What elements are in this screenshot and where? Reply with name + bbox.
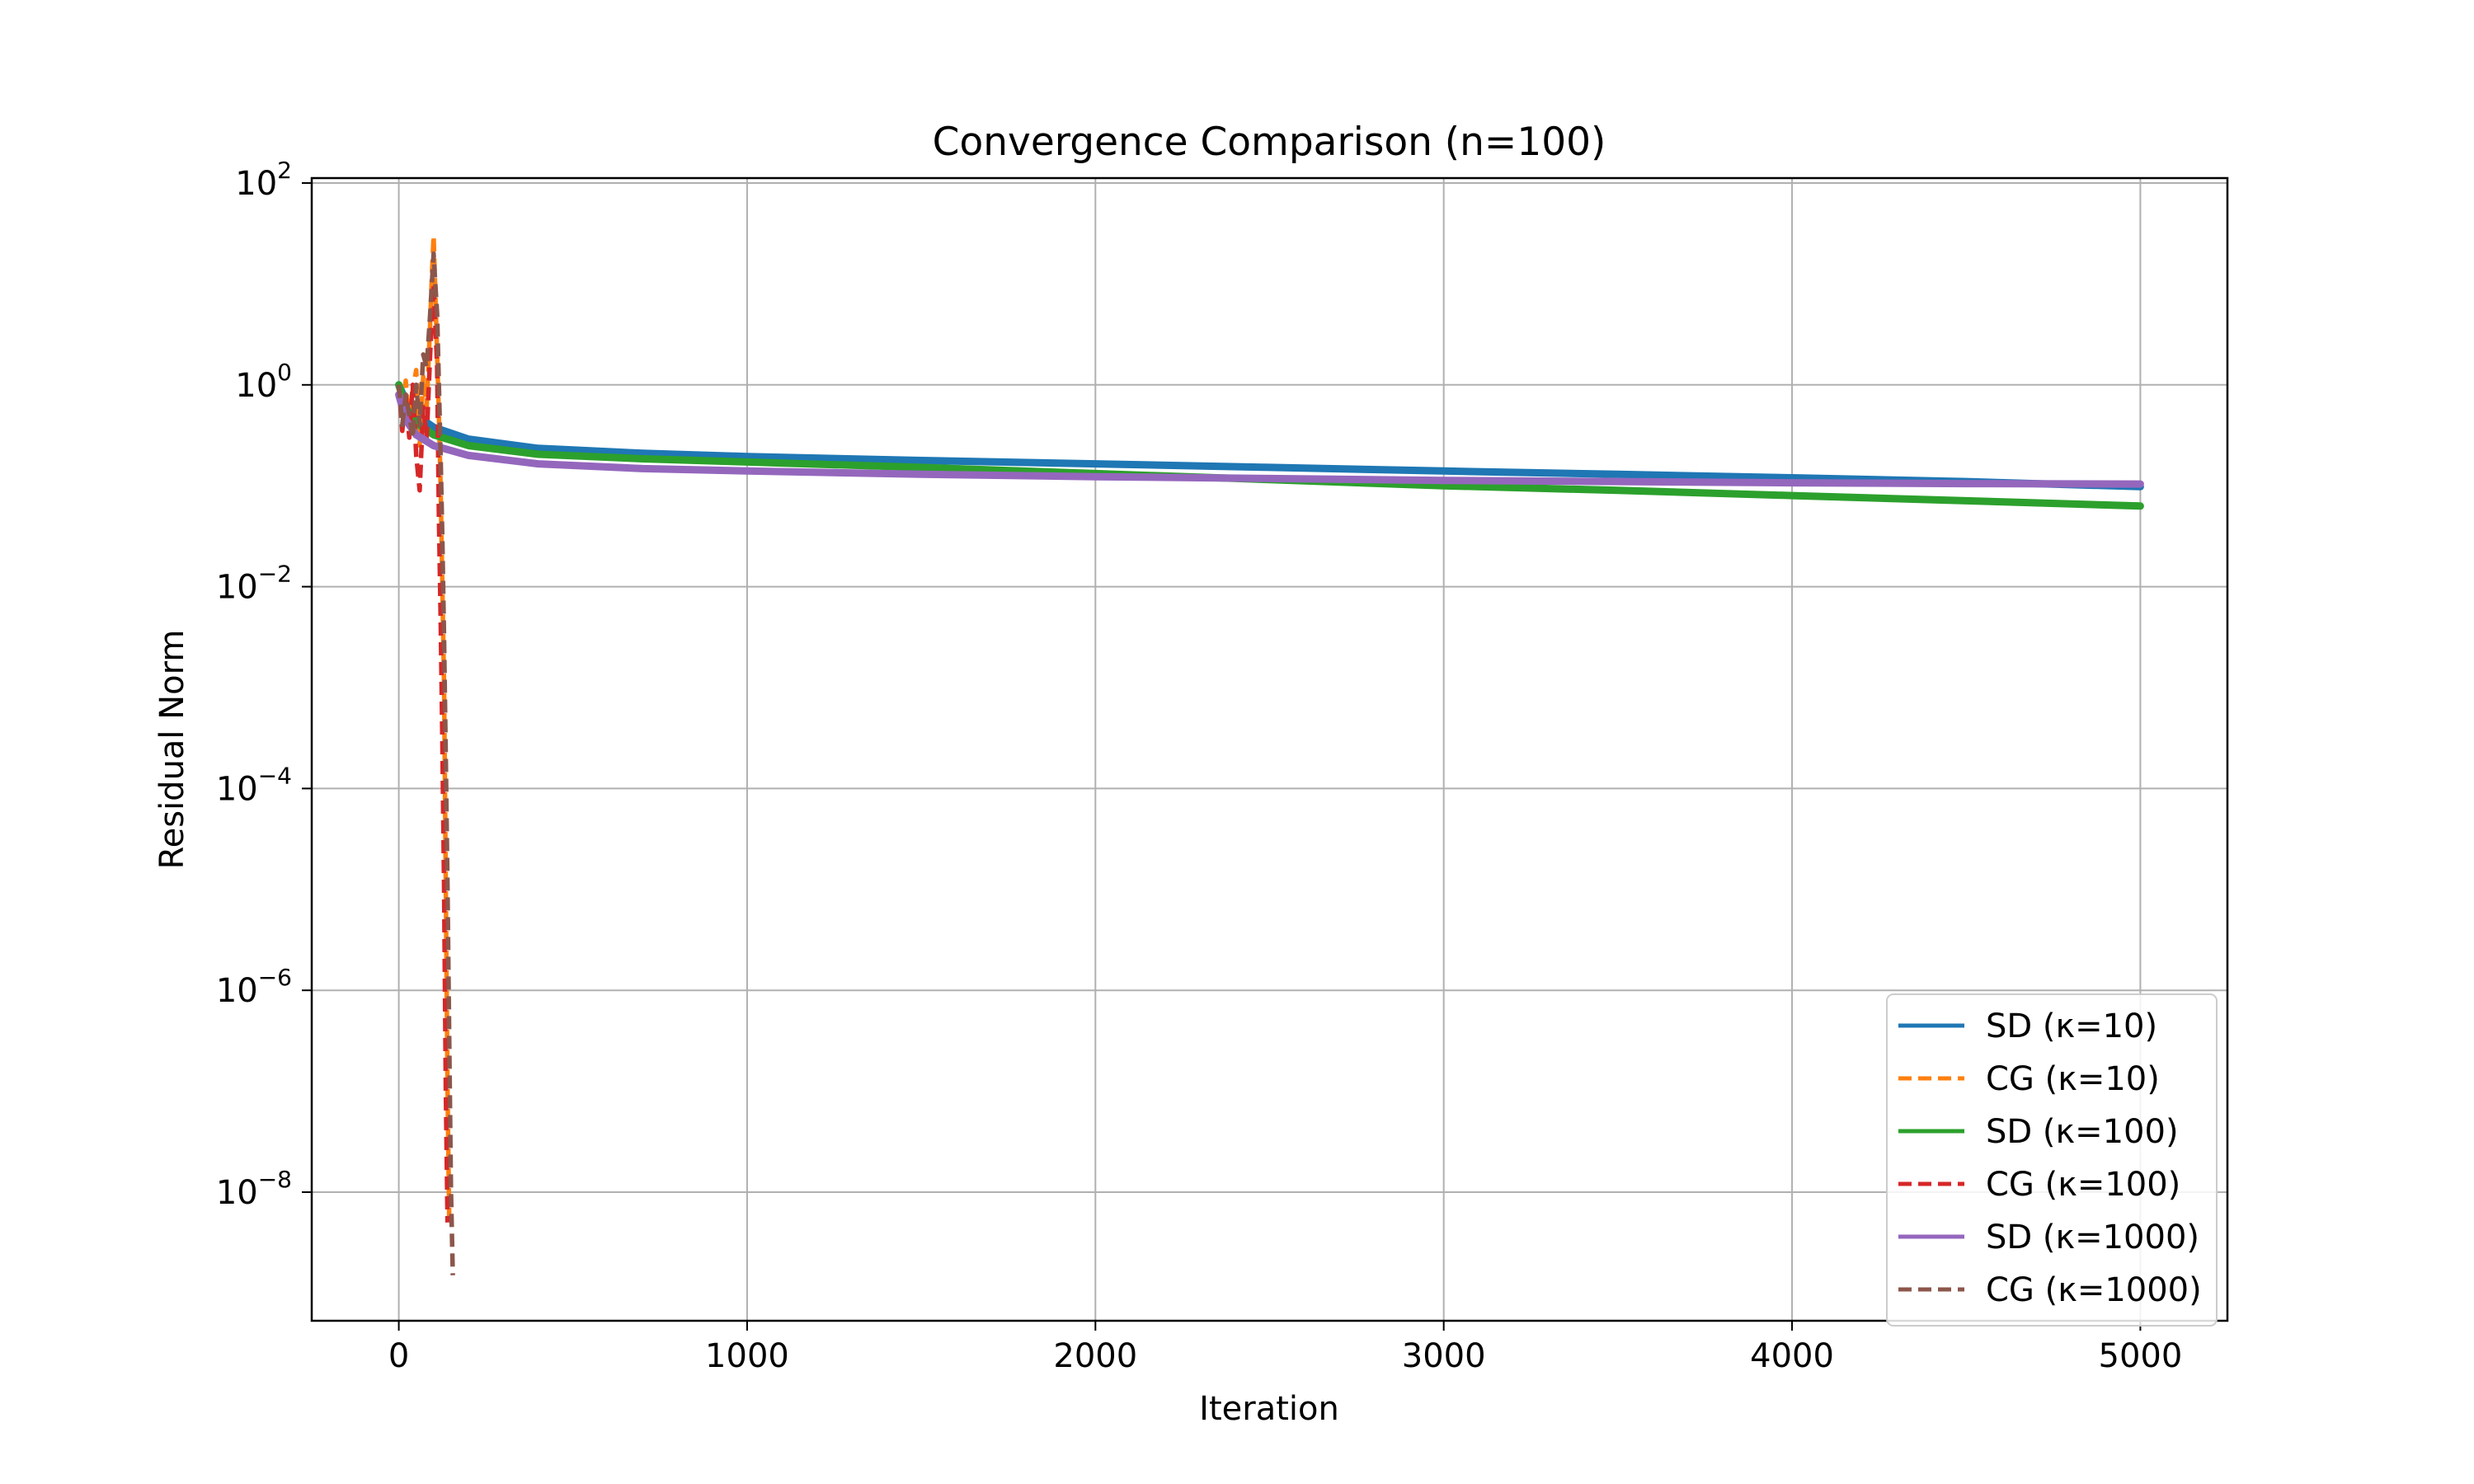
- x-tick-label: 5000: [2099, 1337, 2183, 1375]
- y-tick-label: 10−8: [216, 1166, 292, 1212]
- y-tick-label: 100: [235, 359, 292, 405]
- y-axis-ticks: 102 100 10−2 10−4 10−6 10−8: [216, 157, 312, 1212]
- x-axis-ticks: 0 1000 2000 3000 4000 5000: [388, 1321, 2182, 1375]
- y-tick-label: 10−2: [216, 561, 292, 607]
- legend-label: SD (κ=10): [1986, 1007, 2157, 1045]
- legend-label: SD (κ=100): [1986, 1113, 2179, 1151]
- axes-frame: [310, 176, 2229, 1322]
- series-line: [396, 251, 455, 1275]
- y-axis-label: Residual Norm: [153, 630, 191, 870]
- series-line: [396, 281, 450, 1223]
- x-axis-label: Iteration: [1199, 1390, 1339, 1428]
- chart-title: Convergence Comparison (n=100): [933, 120, 1606, 165]
- y-tick-label: 102: [235, 157, 292, 203]
- legend: SD (κ=10) CG (κ=10) SD (κ=100) CG (κ=100) SD…: [1886, 993, 2218, 1327]
- y-tick-label: 10−4: [216, 762, 292, 808]
- x-tick-label: 2000: [1053, 1337, 1137, 1375]
- legend-label: SD (κ=1000): [1986, 1219, 2199, 1256]
- plot-lines: [395, 233, 2144, 1275]
- x-tick-label: 0: [388, 1337, 409, 1375]
- legend-label: CG (κ=100): [1986, 1166, 2180, 1204]
- legend-box: [1886, 993, 2218, 1327]
- grid: [312, 178, 2227, 1321]
- x-tick-label: 1000: [705, 1337, 789, 1375]
- x-tick-label: 3000: [1402, 1337, 1486, 1375]
- series-line: [395, 391, 2144, 488]
- legend-label: CG (κ=1000): [1986, 1271, 2202, 1309]
- y-tick-label: 10−6: [216, 964, 292, 1010]
- legend-label: CG (κ=10): [1986, 1060, 2160, 1098]
- x-tick-label: 4000: [1750, 1337, 1834, 1375]
